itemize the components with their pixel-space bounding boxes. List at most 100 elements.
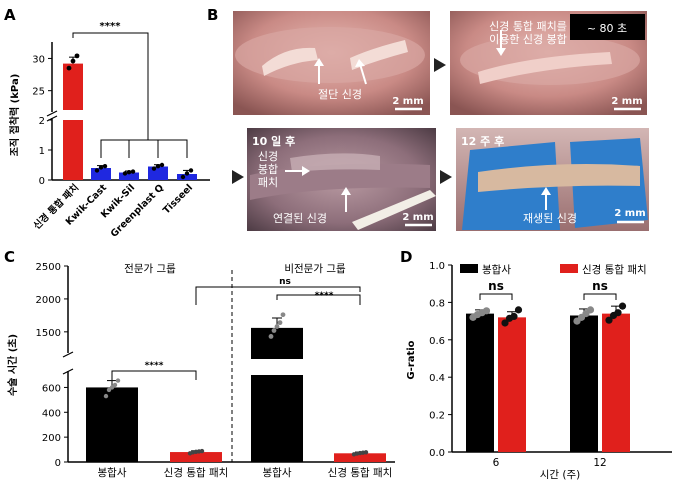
- c-group-label: 비전문가 그룹: [284, 263, 346, 275]
- panel-label-d: D: [400, 248, 412, 266]
- photo-suture-scale: 2 mm: [611, 96, 642, 107]
- panel-label-b: B: [207, 6, 218, 24]
- c-point: [199, 448, 205, 454]
- a-tick-label-y: 25: [32, 87, 45, 98]
- photo-cut-nerve: 절단 신경 2 mm: [233, 11, 430, 115]
- a-bar: [119, 172, 139, 180]
- photo-12-weeks: 12 주 후 재생된 신경 2 mm: [456, 128, 649, 231]
- a-point: [98, 165, 104, 170]
- a-point: [74, 53, 80, 59]
- c-tick-label-x: 신경 통합 패치: [328, 466, 393, 479]
- c-bar: [334, 453, 386, 462]
- a-bar: [63, 120, 83, 180]
- c-bar: [86, 387, 138, 462]
- d-sig-bracket: [583, 293, 617, 300]
- photo-connected-label: 연결된 신경: [273, 212, 327, 225]
- d-tick-label-y: 0.0: [429, 448, 445, 459]
- d-point: [618, 302, 627, 310]
- c-point: [271, 328, 277, 333]
- photo-12-weeks-scale: 2 mm: [614, 208, 645, 219]
- a-tick-label-y: 2: [39, 116, 45, 127]
- d-point: [614, 309, 622, 317]
- d-sig-bracket: [479, 293, 513, 300]
- arrow-right-icon: [434, 58, 446, 72]
- a-bar: [177, 174, 197, 180]
- c-point: [277, 320, 283, 326]
- c-point: [103, 393, 109, 399]
- c-tick-label-x: 봉합사: [263, 467, 292, 479]
- c-group-label: 전문가 그룹: [124, 263, 176, 275]
- a-tick-label-x: Greenplast Q: [109, 182, 166, 239]
- a-point: [102, 164, 108, 169]
- d-legend-swatch: [560, 264, 578, 273]
- a-tick-label-y: 30: [32, 54, 45, 65]
- arrow-right-icon-2: [232, 170, 244, 184]
- a-point: [70, 58, 76, 64]
- c-bar: [251, 375, 303, 462]
- d-point: [605, 316, 613, 324]
- photo-patch-label-1: 신경: [258, 150, 278, 163]
- photo-patch-label-2: 봉합: [258, 163, 278, 176]
- a-point: [122, 171, 128, 176]
- d-tick-label-x: 12: [593, 457, 606, 469]
- a-point: [159, 162, 165, 168]
- d-bar: [602, 313, 630, 452]
- d-tick-label-y: 1.0: [429, 261, 445, 272]
- photo-cut-nerve-label: 절단 신경: [318, 88, 362, 101]
- c-tick-label-y: 200: [42, 433, 61, 444]
- a-point: [94, 168, 100, 173]
- d-bar: [498, 317, 526, 452]
- a-tick-label-y: 0: [39, 176, 45, 187]
- d-bar: [570, 315, 598, 452]
- c-tick-label-x: 신경 통합 패치: [164, 466, 229, 479]
- a-point: [155, 164, 161, 169]
- a-point: [66, 65, 72, 71]
- d-ylabel: G-ratio: [406, 340, 417, 379]
- a-point: [126, 170, 132, 175]
- a-bar-upper: [63, 63, 83, 110]
- photo-suture-label-line2: 이용한 신경 봉합: [489, 33, 567, 46]
- d-point: [514, 306, 523, 314]
- c-point: [109, 385, 115, 390]
- d-tick-label-y: 0.6: [429, 336, 445, 347]
- a-bar: [148, 166, 168, 180]
- c-point: [106, 387, 112, 393]
- c-tick-label-y: 2000: [36, 295, 61, 306]
- c-bar-upper: [251, 327, 303, 359]
- photo-regenerated-label: 재생된 신경: [523, 212, 577, 225]
- d-point: [501, 319, 509, 327]
- a-ylabel: 조직 접착력 (kPa): [8, 74, 21, 157]
- c-sig-label-2: ****: [315, 291, 334, 301]
- c-point: [112, 382, 118, 388]
- photo-patch-label-3: 패치: [258, 176, 278, 189]
- d-tick-label-y: 0.8: [429, 298, 445, 309]
- c-point: [115, 378, 121, 383]
- a-tick-label-x: Tisseel: [161, 182, 195, 216]
- arrow-right-icon-3: [440, 170, 452, 184]
- panel-label-a: A: [4, 6, 16, 24]
- c-tick-label-y: 600: [42, 383, 61, 394]
- a-point: [180, 174, 186, 180]
- photo-10-days: 10 일 후 신경 봉합 패치 연결된 신경 2 mm: [247, 128, 436, 231]
- a-point: [188, 168, 194, 173]
- a-bar: [91, 168, 111, 180]
- c-sig-bracket-2: [276, 294, 361, 305]
- c-sig-label: ****: [145, 361, 164, 371]
- d-sig-label: ns: [592, 279, 608, 293]
- d-tick-label-x: 6: [493, 457, 500, 469]
- d-tick-label-y: 0.4: [429, 373, 445, 384]
- d-legend-label: 신경 통합 패치: [582, 263, 647, 276]
- a-sig-label: ****: [100, 21, 122, 32]
- d-legend-swatch: [460, 264, 478, 273]
- d-point: [510, 312, 518, 321]
- c-bar: [170, 452, 222, 462]
- d-point: [482, 307, 491, 315]
- c-point: [268, 334, 274, 339]
- c-tick-label-y: 0: [55, 458, 61, 469]
- d-xlabel: 시간 (주): [540, 469, 581, 481]
- chart-c: 0 200 400 600 1500 2000 2500 수술 시간 (초) 전문가 그룹 비전문…: [6, 262, 395, 479]
- d-tick-label-y: 0.2: [429, 411, 445, 422]
- c-axis-break-2: [62, 368, 74, 375]
- a-tick-label-y: 1: [39, 146, 45, 157]
